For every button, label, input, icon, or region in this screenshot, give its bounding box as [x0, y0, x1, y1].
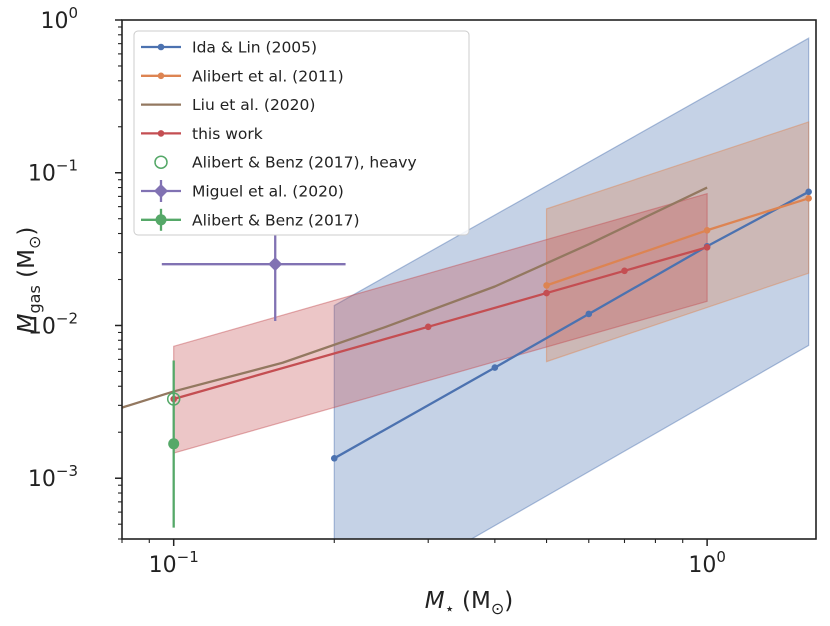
x-axis: 10−1 100: [121, 539, 726, 578]
y-tick-label: 10−3: [28, 462, 78, 492]
x-tick-label: 100: [688, 548, 726, 578]
legend: Ida & Lin (2005) Alibert et al. (2011) Liu…: [133, 30, 470, 236]
legend-label: Alibert & Benz (2017): [192, 211, 360, 229]
marker-alibert-benz-2017: [168, 438, 180, 450]
marker-miguel-et-al-2020: [268, 257, 283, 272]
point-ida-lin-2005: [805, 188, 812, 196]
legend-marker: [157, 43, 165, 51]
y-tick-label: 10−2: [28, 309, 78, 339]
point-this-work: [621, 267, 628, 275]
legend-label: Alibert et al. (2011): [192, 67, 344, 85]
legend-entry-ida-lin-2005: Ida & Lin (2005): [141, 39, 317, 57]
legend-label: Alibert & Benz (2017), heavy: [192, 154, 417, 172]
y-axis-label: Mgas (M⊙): [14, 227, 44, 334]
point-this-work: [424, 323, 432, 331]
legend-entry-this-work: this work: [141, 125, 263, 143]
legend-entry-miguel-et-al-2020: Miguel et al. (2020): [141, 180, 344, 202]
error-bars: [161, 235, 346, 528]
y-tick-label: 10−1: [28, 157, 78, 187]
legend-label: Liu et al. (2020): [192, 96, 315, 114]
point-ida-lin-2005: [491, 364, 499, 371]
legend-entry-alibert-benz-2017: Alibert & Benz (2017): [141, 208, 360, 231]
legend-label: Miguel et al. (2020): [192, 183, 344, 201]
x-axis-label: M⋆ (M⊙): [425, 588, 513, 618]
y-tick-label: 100: [40, 4, 78, 34]
point-this-work: [703, 243, 711, 251]
legend-entry-alibert-et-al-2011: Alibert et al. (2011): [141, 67, 344, 85]
point-alibert-et-al-2011: [543, 282, 550, 289]
legend-marker: [155, 214, 167, 226]
legend-entry-liu-et-al-2020: Liu et al. (2020): [141, 96, 315, 114]
legend-entry-alibert-benz-2017-heavy: Alibert & Benz (2017), heavy: [154, 154, 417, 172]
legend-box: [133, 30, 470, 236]
legend-label: this work: [192, 125, 263, 143]
legend-marker: [154, 155, 168, 169]
point-this-work: [543, 289, 550, 297]
band-ida-lin-2005-range: [333, 37, 810, 539]
point-alibert-et-al-2011: [703, 226, 711, 234]
point-ida-lin-2005: [330, 455, 338, 462]
legend-label: Ida & Lin (2005): [192, 39, 317, 57]
y-axis: 10−3 10−2 10−1 100: [28, 4, 122, 540]
x-tick-label: 10−1: [149, 548, 199, 578]
legend-marker: [154, 184, 168, 198]
legend-marker: [157, 130, 165, 137]
point-alibert-et-al-2011: [805, 195, 812, 202]
legend-marker: [157, 72, 165, 80]
marker-alibert-benz-2017-heavy: [166, 392, 181, 406]
point-ida-lin-2005: [585, 310, 593, 318]
